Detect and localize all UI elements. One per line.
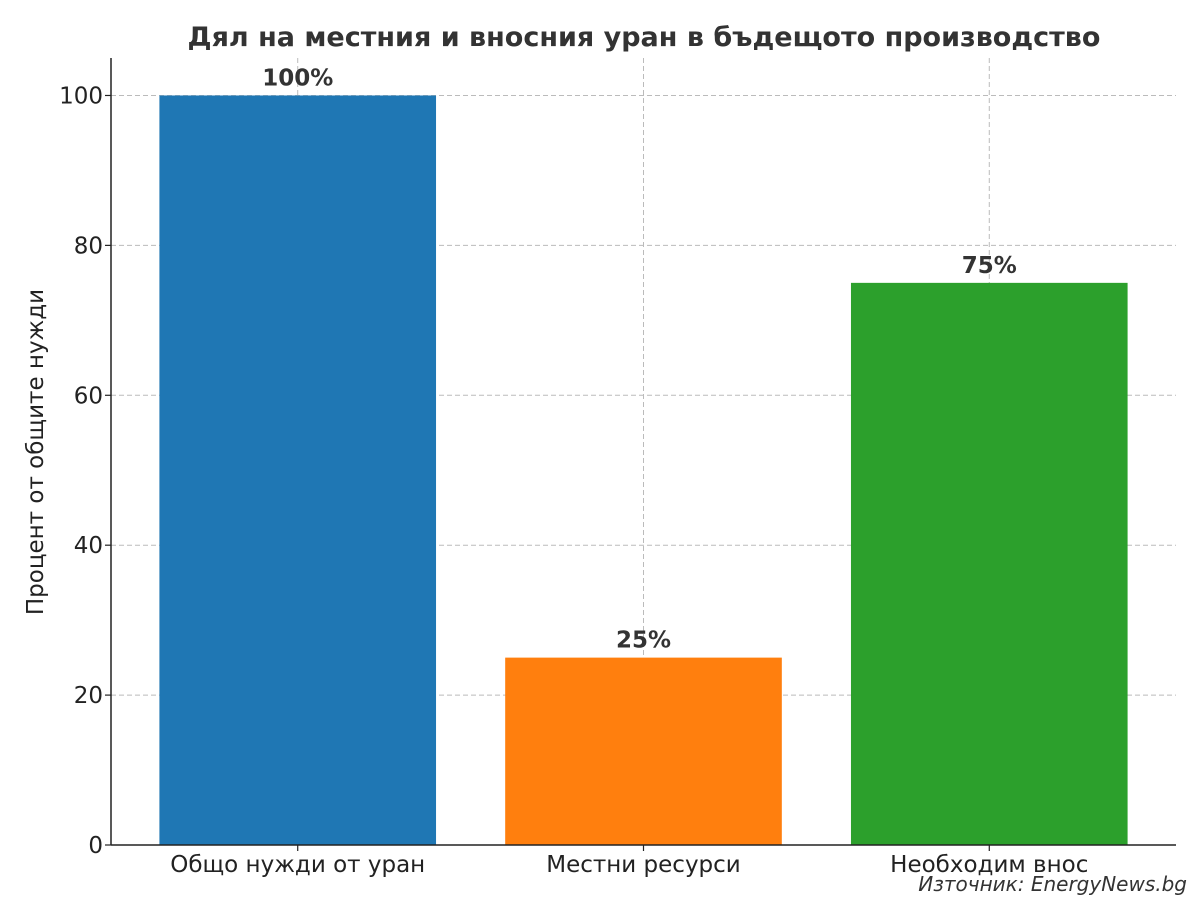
data-label: 100%: [262, 65, 333, 91]
y-tick-label: 0: [88, 833, 103, 859]
x-tick-label: Необходим внос: [890, 852, 1088, 878]
y-tick-label: 60: [74, 383, 103, 409]
y-axis-label: Процент от общите нужди: [23, 289, 49, 615]
data-label: 25%: [616, 628, 671, 654]
x-tick-label: Местни ресурси: [546, 852, 741, 878]
y-tick-label: 100: [59, 83, 103, 109]
bar: [850, 282, 1128, 845]
bar: [159, 95, 437, 845]
data-label: 75%: [962, 253, 1017, 279]
chart-title: Дял на местния и вносния уран в бъдещото…: [188, 22, 1101, 53]
y-tick-label: 40: [74, 533, 103, 559]
y-tick-label: 20: [74, 683, 103, 709]
source-note: Източник: EnergyNews.bg: [918, 872, 1187, 896]
y-tick-label: 80: [74, 233, 103, 259]
bar: [505, 657, 782, 845]
x-tick-label: Общо нужди от уран: [170, 852, 425, 878]
